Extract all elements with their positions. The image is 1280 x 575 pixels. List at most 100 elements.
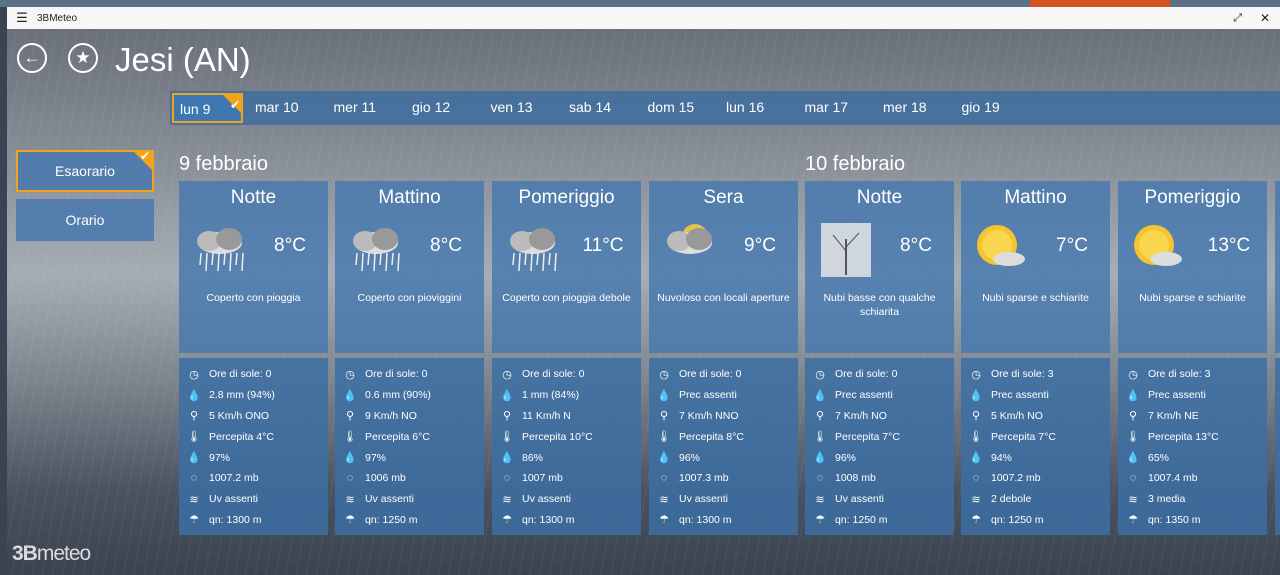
check-icon: ✔ [229, 98, 240, 112]
day-tab[interactable]: gio 12 [406, 93, 485, 123]
weather-description: Nuvoloso con locali aperture [657, 292, 790, 304]
detail-value: Uv assenti [679, 493, 729, 506]
weather-description: Nubi sparse e schiarite [982, 292, 1089, 304]
esaorario-button[interactable]: Esaorario ✔ [16, 149, 154, 192]
wind-turbine-icon: ⚲ [659, 410, 669, 423]
title-bar: ☰ 3BMeteo ⤢ ✕ [7, 7, 1280, 29]
detail-value: Percepita 6°C [365, 430, 430, 443]
uv-icon: ≋ [971, 493, 981, 506]
temperature: 13°C [1207, 235, 1251, 256]
card-summary: Notte 8°C Coperto con pioggia [179, 181, 328, 353]
detail-value: 7 Km/h NNO [679, 409, 739, 422]
card-summary: Sera 9°C Nuvoloso con locali aperture [649, 181, 798, 353]
pressure-icon: ◌ [1129, 472, 1137, 485]
detail-row: 💧 Prec assenti [805, 385, 954, 406]
detail-row: ☂ qn: 1300 m [492, 510, 641, 531]
detail-row: 💧 86% [492, 447, 641, 468]
window-title: 3BMeteo [37, 12, 78, 24]
forecast-card: Mattino 7°C Nubi sparse e schiarite ◷ Ore di… [961, 181, 1110, 535]
day-tab[interactable]: dom 15 [642, 93, 721, 123]
card-summary: Pomeriggio 11°C Coperto con pioggia debole [492, 181, 641, 353]
detail-value: 1006 mb [365, 472, 406, 485]
wind-turbine-icon: ⚲ [815, 410, 825, 423]
day-tab[interactable]: mer 18 [877, 93, 956, 123]
check-icon: ✔ [139, 149, 150, 163]
detail-value: qn: 1300 m [209, 513, 262, 526]
detail-row: ◌ 1007.3 mb [649, 468, 798, 489]
favorite-button[interactable]: ★ [68, 43, 98, 73]
taskbar-highlight [1030, 0, 1170, 7]
detail-row: ☂ qn: 1250 m [805, 510, 954, 531]
detail-row: ≋ Uv assenti [492, 489, 641, 510]
pressure-icon: ◌ [346, 472, 354, 485]
humidity-icon: 💧 [1126, 452, 1140, 465]
day-tab[interactable]: ven 13 [485, 93, 564, 123]
humidity-icon: 💧 [500, 452, 514, 465]
detail-row: ◌ 1008 mb [805, 468, 954, 489]
pressure-icon: ◌ [190, 472, 198, 485]
detail-value: Percepita 4°C [209, 430, 274, 443]
day-tab[interactable]: mer 11 [328, 93, 407, 123]
detail-row: ≋ Uv assenti [179, 489, 328, 510]
detail-value: Ore di sole: 0 [365, 368, 428, 381]
detail-value: 65% [1148, 451, 1170, 464]
day-tab[interactable]: lun 16 [720, 93, 799, 123]
detail-row: ◷ Ore di sole: 3 [1118, 364, 1267, 385]
temperature: 8°C [900, 235, 932, 256]
detail-value: 9 Km/h NO [365, 409, 417, 422]
period-label: Pomeriggio [1144, 187, 1241, 208]
date-heading: 9 febbraio [179, 153, 268, 175]
day-label: mer 11 [333, 99, 377, 115]
detail-row: ◌ 1007 mb [492, 468, 641, 489]
detail-value: 1008 mb [835, 472, 876, 485]
detail-value: 7 Km/h NO [835, 409, 887, 422]
day-label: lun 9 [180, 101, 211, 117]
resize-icon[interactable]: ⤢ [1233, 11, 1242, 24]
uv-icon: ≋ [189, 493, 199, 506]
card-summary: Mattino 8°C Coperto con pioviggini [335, 181, 484, 353]
detail-row: 💧 1 mm (84%) [492, 385, 641, 406]
orario-button[interactable]: Orario [16, 199, 154, 241]
back-button[interactable]: ← [17, 43, 47, 73]
day-tab[interactable]: mar 10 [249, 93, 328, 123]
uv-icon: ≋ [659, 493, 669, 506]
detail-row: 💧 96% [805, 447, 954, 468]
detail-row: ☂ qn: 1300 m [649, 510, 798, 531]
detail-row: ◷ Ore di sole: 3 [961, 364, 1110, 385]
detail-value: Ore di sole: 0 [522, 368, 585, 381]
detail-value: Ore di sole: 0 [835, 368, 898, 381]
detail-value: 86% [522, 451, 544, 464]
detail-value: Prec assenti [835, 389, 893, 402]
detail-value: 96% [835, 451, 857, 464]
thermometer-icon: 🌡 [187, 431, 201, 444]
period-label: Pomeriggio [518, 187, 615, 208]
arrow-left-icon: ← [23, 48, 41, 67]
hamburger-icon[interactable]: ☰ [16, 10, 28, 25]
close-icon[interactable]: ✕ [1259, 11, 1270, 25]
drop-icon: 💧 [657, 389, 671, 402]
card-details: ◷ Ore di sole: 3 💧 Prec assenti ⚲ 5 Km/h NO 🌡 P… [961, 358, 1110, 535]
detail-value: 5 Km/h NO [991, 409, 1043, 422]
day-label: mar 10 [255, 99, 299, 115]
detail-row: 💧 Prec assenti [1118, 385, 1267, 406]
detail-row: ◌ 1006 mb [335, 468, 484, 489]
detail-row: ⚲ 5 Km/h ONO [179, 406, 328, 427]
detail-value: 97% [365, 451, 387, 464]
humidity-icon: 💧 [343, 452, 357, 465]
freezing-level-icon: ☂ [659, 514, 669, 527]
orario-label: Orario [65, 212, 105, 228]
detail-value: Percepita 7°C [991, 430, 1056, 443]
detail-value: Ore di sole: 0 [679, 368, 742, 381]
card-details: ◷ Ore di sole: 0 💧 Prec assenti ⚲ 7 Km/h NO 🌡 P… [805, 358, 954, 535]
forecast-card: Sera 9°C Nuvoloso con locali aperture ◷ Ore … [649, 181, 798, 535]
detail-row: ≋ Uv assenti [649, 489, 798, 510]
card-details: ◷ Ore di sole: 3 💧 Prec assenti ⚲ 7 Km/h NE 🌡 P… [1118, 358, 1267, 535]
detail-row: ◌ 1007.2 mb [179, 468, 328, 489]
day-tab[interactable]: mar 17 [799, 93, 878, 123]
day-tab[interactable]: lun 9 ✔ [172, 93, 243, 123]
day-tab[interactable]: gio 19 [956, 93, 1035, 123]
detail-value: Prec assenti [1148, 389, 1206, 402]
day-label: ven 13 [490, 99, 533, 115]
day-tab[interactable]: sab 14 [563, 93, 642, 123]
detail-row: 🌡 Percepita 7°C [961, 426, 1110, 447]
